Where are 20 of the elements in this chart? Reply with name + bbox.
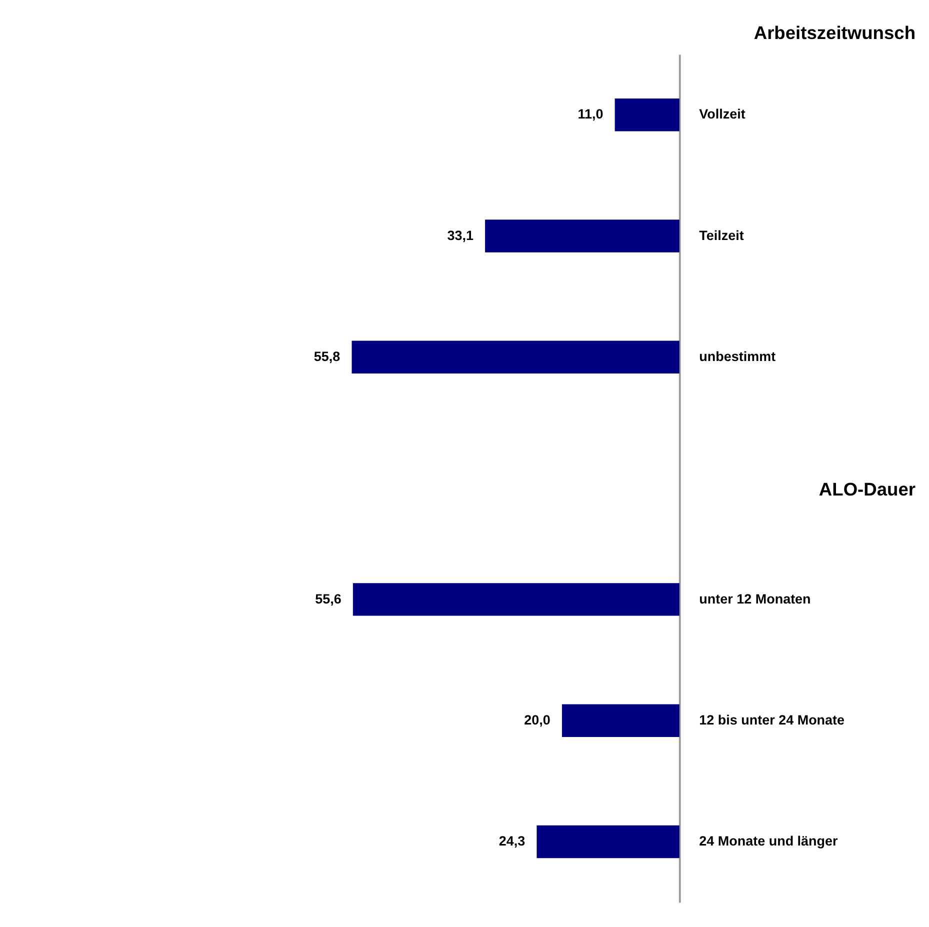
y-tick-label: 12 bis unter 24 Monate (699, 712, 846, 728)
y-tick-label: Teilzeit (699, 228, 744, 243)
bar (352, 340, 680, 374)
bar (536, 825, 680, 858)
y-tick-label: unter 12 Monaten (699, 591, 811, 606)
bar (485, 220, 680, 252)
data-label: 55,6 (315, 591, 342, 606)
y-tick-label: Vollzeit (699, 106, 746, 122)
bar (614, 98, 680, 132)
data-label: 24,3 (498, 834, 526, 849)
bar (562, 704, 680, 737)
y-tick-label: 24 Monate und länger (699, 834, 839, 849)
text: Arbeitszeitwunsch (754, 22, 916, 43)
data-label: 55,8 (314, 348, 341, 364)
text: ALO-Dauer (818, 478, 916, 500)
y-tick-label: unbestimmt (699, 348, 776, 364)
bar (352, 583, 680, 616)
data-label: 33,1 (447, 228, 474, 243)
data-label: 20,0 (524, 712, 550, 728)
data-label: 11,0 (578, 106, 604, 122)
